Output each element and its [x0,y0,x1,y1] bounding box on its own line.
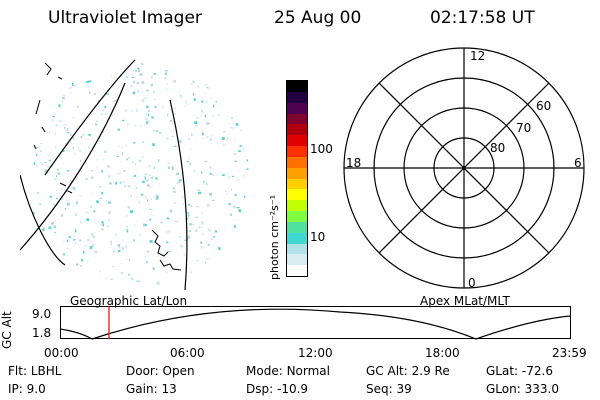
altitude-ytick-1: 1.8 [32,326,52,340]
altitude-plot [60,306,571,340]
info-mode: Mode: Normal [246,364,330,378]
altitude-ytick-9: 9.0 [32,307,52,321]
geo-grid-line [44,59,136,176]
colorbar-segment [287,113,307,125]
mlt-label-6: 6 [574,156,582,170]
mlat-label-60: 60 [536,99,551,113]
info-glat: GLat: -72.6 [486,364,553,378]
coastline [159,259,182,271]
colorbar-segment [287,156,307,168]
geographic-image-panel [20,59,249,291]
info-dsp: Dsp: -10.9 [246,382,309,396]
geo-grid-line [169,99,188,291]
coastline [59,182,73,194]
mlat-label-80: 80 [490,141,505,155]
colorbar-segment [287,232,307,244]
colorbar-tick-10: 10 [310,230,326,244]
colorbar-segment [287,81,307,92]
colorbar-segment [287,135,307,147]
altitude-xtick: 00:00 [44,346,79,360]
info-filter: Flt: LBHL [8,364,62,378]
colorbar-segment [287,146,307,157]
colorbar-segment [287,167,307,179]
geographic-caption: Geographic Lat/Lon [70,294,188,308]
mlat-label-70: 70 [516,121,531,135]
mlt-line [378,82,550,254]
apex-polar-grid: 12 18 6 0 60 70 80 [343,47,585,290]
colorbar [286,80,308,277]
info-gc-alt: GC Alt: 2.9 Re [366,364,450,378]
colorbar-segment [287,243,307,255]
uv-speckle-pattern [33,63,249,285]
coastline [44,62,52,76]
colorbar-segment [287,189,307,201]
colorbar-segment [287,221,307,233]
info-gain: Gain: 13 [126,382,177,396]
time-label: 02:17:58 UT [430,8,535,28]
mlt-label-0: 0 [468,276,476,290]
altitude-xtick: 12:00 [298,346,333,360]
mlt-label-18: 18 [346,156,361,170]
altitude-xtick: 18:00 [425,346,460,360]
geo-grid-line [20,82,126,251]
colorbar-segment [287,102,307,114]
mlt-label-12: 12 [470,49,485,63]
info-ip: IP: 9.0 [8,382,46,396]
info-glon: GLon: 333.0 [486,382,559,396]
altitude-xtick: 06:00 [170,346,205,360]
instrument-title: Ultraviolet Imager [48,8,202,28]
info-seq: Seq: 39 [366,382,412,396]
apex-caption: Apex MLat/MLT [420,294,510,308]
altitude-ylabel: GC Alt [0,311,14,349]
geo-grid-line [20,174,66,266]
colorbar-tick-100: 100 [310,142,333,156]
altitude-xtick: 23:59 [552,346,587,360]
date-label: 25 Aug 00 [274,8,362,28]
coastline [151,229,169,257]
altitude-curve [60,308,571,340]
colorbar-segment [287,200,307,212]
coastline [33,99,46,150]
colorbar-segment [287,211,307,222]
colorbar-unit-label: photon cm⁻²s⁻¹ [268,194,281,280]
info-door: Door: Open [126,364,195,378]
colorbar-segment [287,265,307,276]
colorbar-segment [287,91,307,103]
coastline [57,76,63,80]
colorbar-segment [287,178,307,190]
colorbar-segment [287,124,307,136]
colorbar-segment [287,254,307,266]
